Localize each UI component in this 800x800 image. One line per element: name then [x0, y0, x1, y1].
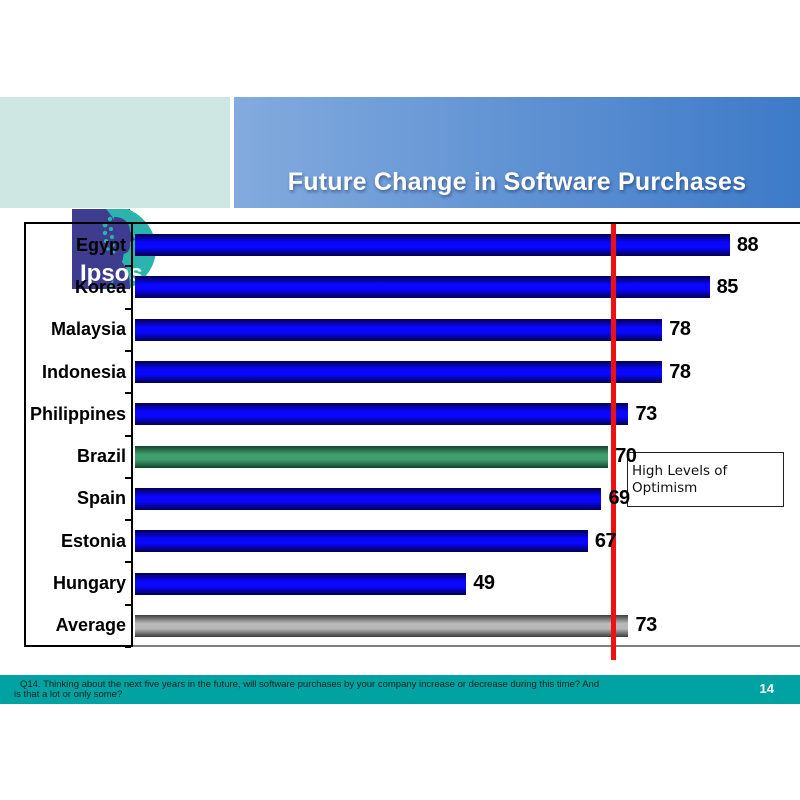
chart-row: Average 73 [24, 605, 800, 647]
bar-track: 67 [133, 520, 800, 562]
bar-brazil [135, 445, 609, 468]
chart-row: Spain 69 [24, 478, 800, 520]
bar-track: 69 [133, 478, 800, 520]
bar-hungary [135, 572, 467, 595]
chart-row: Philippines 73 [24, 393, 800, 435]
bar-estonia [135, 530, 588, 553]
chart-row: Hungary 49 [24, 562, 800, 604]
axis-tick [125, 392, 131, 395]
chart-row: Egypt 88 [24, 224, 800, 266]
category-label-average: Average [55, 615, 126, 636]
category-label-malaysia: Malaysia [50, 319, 126, 340]
category-axis [24, 224, 133, 647]
axis-tick [125, 349, 131, 352]
bar-spain [135, 487, 602, 510]
title-banner: Future Change in Software Purchases [234, 97, 800, 208]
bar-track: 49 [133, 562, 800, 604]
axis-tick [125, 476, 131, 479]
header-left-panel: Ipsos [0, 97, 230, 289]
value-label-malaysia: 78 [669, 318, 691, 341]
bar-average [135, 614, 629, 637]
value-label-spain: 69 [608, 487, 630, 510]
axis-tick [125, 434, 131, 437]
bar-track: 73 [133, 393, 800, 435]
annotation-callout: High Levels of Optimism [627, 452, 784, 507]
chart-row: Brazil 70 [24, 435, 800, 477]
axis-tick [125, 646, 131, 648]
bar-malaysia [135, 318, 663, 341]
axis-tick [125, 519, 131, 522]
category-label-spain: Spain [76, 488, 126, 509]
value-label-korea: 85 [716, 275, 739, 298]
plot-area [133, 224, 800, 647]
value-label-estonia: 67 [594, 529, 617, 552]
page-number: 14 [759, 681, 774, 696]
chart-row: Estonia 67 [24, 520, 800, 562]
average-reference-line [610, 224, 616, 660]
question-line-2: is that a lot or only some? [14, 689, 123, 700]
axis-tick [125, 603, 131, 606]
value-label-egypt: 88 [736, 233, 759, 256]
axis-tick [125, 265, 131, 268]
question-text: Q14. Thinking about the next five years … [14, 680, 704, 700]
bar-track: 88 [133, 224, 800, 266]
value-label-average: 73 [635, 614, 657, 637]
bar-track: 78 [133, 309, 800, 351]
chart-row: Indonesia 78 [24, 351, 800, 393]
chart-row: Korea 85 [24, 266, 800, 308]
bar-indonesia [135, 361, 663, 384]
bar-track: 70 [133, 435, 800, 477]
axis-tick [125, 561, 131, 564]
category-label-egypt: Egypt [75, 234, 126, 255]
value-label-indonesia: 78 [669, 360, 691, 383]
chart-row: Malaysia 78 [24, 309, 800, 351]
category-label-korea: Korea [74, 276, 126, 297]
bar-korea [135, 276, 710, 299]
category-label-brazil: Brazil [76, 446, 126, 467]
value-label-philippines: 73 [635, 402, 657, 425]
question-line-1: Q14. Thinking about the next five years … [20, 679, 600, 690]
bar-track: 73 [133, 605, 800, 647]
footer-band: Q14. Thinking about the next five years … [0, 675, 800, 704]
axis-tick [125, 307, 131, 310]
category-label-hungary: Hungary [52, 573, 126, 594]
bar-track: 78 [133, 351, 800, 393]
value-label-hungary: 49 [473, 572, 495, 595]
bar-egypt [135, 234, 730, 257]
category-label-estonia: Estonia [60, 530, 126, 551]
bar-track: 85 [133, 266, 800, 308]
category-label-philippines: Philippines [29, 403, 126, 424]
chart-rows: Egypt 88 Korea 85 Malaysia 78 Indonesia 78 Phili… [24, 224, 800, 647]
page-title: Future Change in Software Purchases [287, 168, 747, 196]
bar-chart: Egypt 88 Korea 85 Malaysia 78 Indonesia 78 Phili… [24, 222, 800, 648]
value-label-brazil: 70 [615, 445, 637, 468]
category-label-indonesia: Indonesia [41, 361, 126, 382]
bar-philippines [135, 403, 629, 426]
